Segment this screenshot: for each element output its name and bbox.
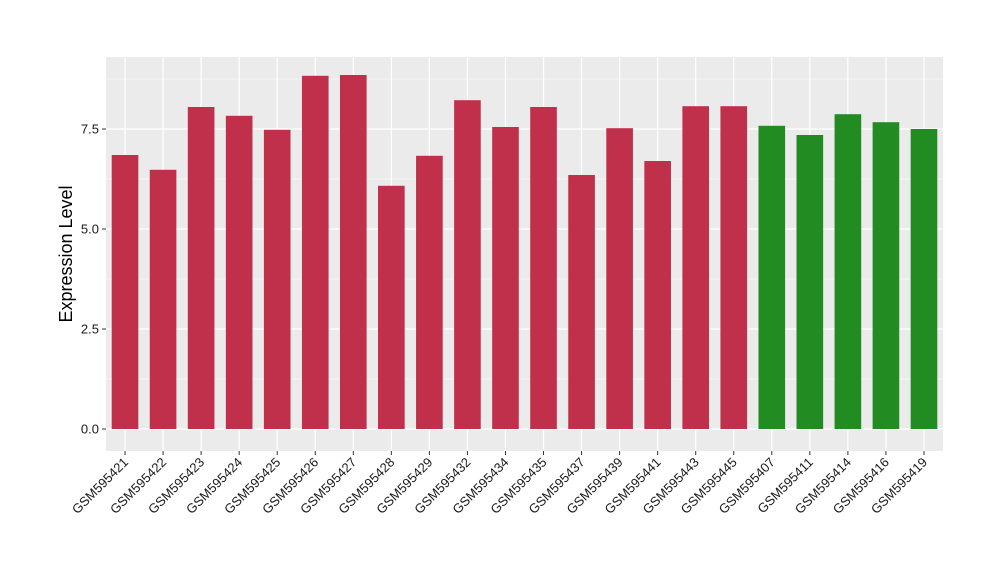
bar-GSM595432: [454, 100, 481, 429]
bar-GSM595427: [339, 75, 367, 429]
y-axis-title: Expression Level: [56, 185, 76, 322]
y-tick-label: 7.5: [81, 122, 99, 137]
y-tick-label: 2.5: [81, 322, 99, 337]
bar-GSM595424: [225, 115, 253, 430]
bar-GSM595423: [187, 107, 215, 429]
bar-GSM595426: [301, 75, 329, 430]
bar-GSM595435: [530, 107, 557, 429]
bar-GSM595422: [149, 169, 177, 430]
bar-GSM595434: [492, 127, 519, 429]
bar-GSM595428: [378, 185, 405, 429]
bar-GSM595439: [606, 128, 633, 429]
bar-GSM595445: [720, 106, 748, 429]
bar-GSM595407: [758, 125, 786, 430]
x-axis: GSM595421GSM595422GSM595423GSM595424GSM5…: [69, 451, 930, 517]
bar-GSM595443: [682, 106, 710, 429]
bar-GSM595429: [416, 155, 443, 430]
bar-GSM595419: [910, 129, 938, 429]
bar-GSM595425: [263, 129, 291, 430]
y-tick-label: 5.0: [81, 222, 99, 237]
bar-GSM595441: [644, 161, 671, 429]
y-axis: 0.0 2.5 5.0 7.5: [81, 122, 106, 437]
bar-GSM595416: [872, 122, 900, 429]
bar-GSM595421: [111, 155, 139, 429]
bars: [111, 75, 938, 430]
bar-GSM595411: [796, 135, 824, 429]
bar-GSM595414: [834, 114, 862, 429]
y-tick-label: 0.0: [81, 422, 99, 437]
bar-GSM595437: [568, 175, 595, 429]
